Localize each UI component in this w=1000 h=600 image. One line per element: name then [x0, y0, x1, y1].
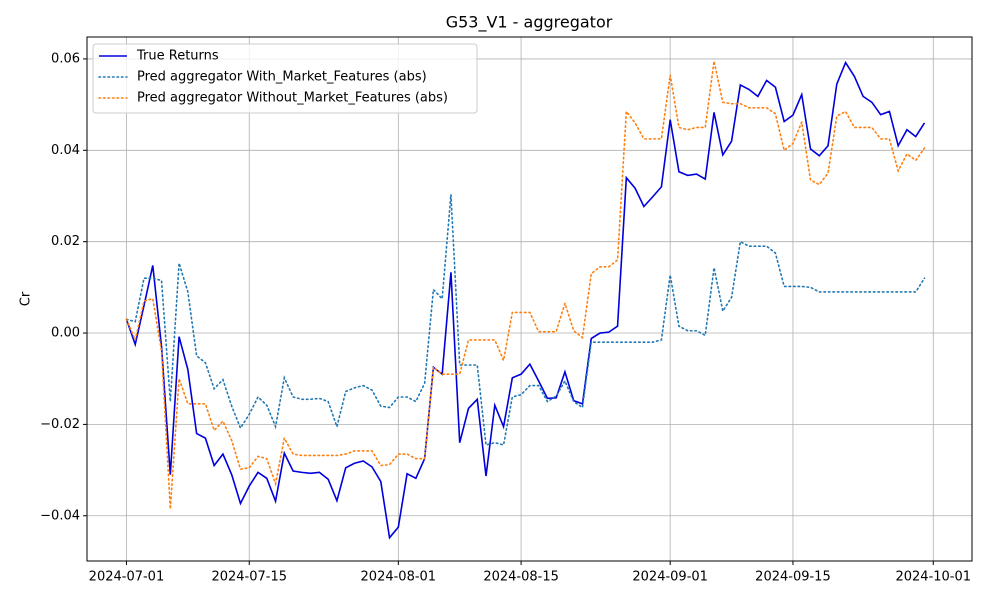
y-tick-label: 0.00 — [51, 326, 80, 341]
y-tick-label: −0.02 — [40, 417, 80, 432]
legend-label: Pred aggregator With_Market_Features (ab… — [137, 70, 427, 85]
y-axis-label: Cr — [19, 291, 34, 306]
x-tick-label: 2024-09-01 — [632, 570, 708, 585]
legend-label: Pred aggregator Without_Market_Features … — [137, 91, 448, 106]
x-tick-label: 2024-07-15 — [211, 570, 287, 585]
x-tick-label: 2024-07-01 — [89, 570, 165, 585]
plot-frame — [86, 36, 973, 562]
y-tick-label: 0.02 — [51, 234, 80, 249]
series-line — [125, 60, 926, 540]
x-tick-label: 2024-09-15 — [755, 570, 831, 585]
chart-title: G53_V1 - aggregator — [446, 13, 613, 33]
series-line — [125, 194, 926, 446]
legend-box — [92, 43, 478, 114]
x-tick-label: 2024-08-01 — [361, 570, 437, 585]
series-line — [125, 61, 926, 509]
y-tick-label: −0.04 — [40, 508, 80, 523]
y-tick-label: 0.06 — [51, 51, 80, 66]
legend-label: True Returns — [136, 49, 219, 64]
y-tick-label: 0.04 — [51, 143, 80, 158]
x-tick-label: 2024-08-15 — [483, 570, 559, 585]
x-tick-label: 2024-10-01 — [895, 570, 971, 585]
